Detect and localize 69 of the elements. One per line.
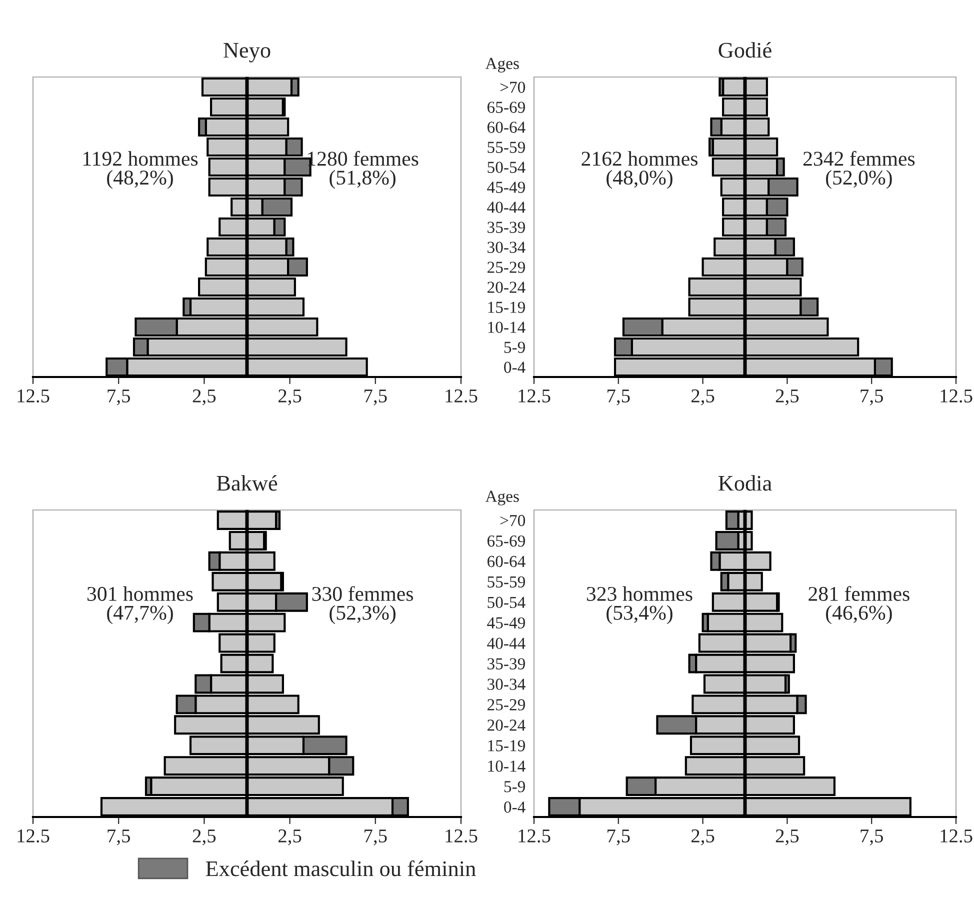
x-tick-label: 12.5 [446, 829, 478, 843]
x-tick-label: 12.5 [518, 829, 550, 843]
annotation: 323 hommes (53,4%) [586, 586, 692, 624]
y-tick-label: 30-34 [488, 678, 526, 690]
y-tick-label: 55-59 [488, 142, 525, 153]
y-tick-label: >70 [500, 514, 526, 526]
legend-label: Excédent masculin ou féminin [206, 860, 476, 876]
y-tick-label: 30-34 [488, 242, 526, 253]
y-tick-label: 45-49 [487, 182, 525, 193]
annotation: 301 hommes (47,7%) [87, 586, 193, 624]
x-tick-label: 7,5 [860, 830, 883, 846]
x-tick-label: 2,5 [278, 389, 302, 406]
x-tick-label: 2,5 [692, 389, 714, 406]
y-tick-label: 5-9 [504, 781, 525, 792]
y-tick-label: 40-44 [487, 638, 526, 649]
x-tick-label: 12.5 [940, 829, 972, 843]
y-tick-label: 60-64 [488, 556, 526, 568]
chart-title: Bakwé [216, 475, 278, 491]
y-tick-label: 40-44 [487, 202, 526, 213]
x-tick-label: 7,5 [608, 390, 630, 406]
x-tick-label: 7,5 [860, 390, 883, 406]
x-tick-label: 12.5 [518, 389, 550, 403]
x-tick-label: 7,5 [108, 830, 130, 846]
chart-title: Neyo [224, 43, 270, 62]
x-tick-label: 2,5 [278, 829, 302, 846]
x-tick-label: 2,5 [192, 389, 216, 406]
y-tick-label: 20-24 [488, 720, 526, 731]
y-axis-title: Ages [485, 58, 519, 72]
x-tick-label: 2,5 [776, 829, 799, 846]
annotation: 330 femmes (52,3%) [312, 586, 414, 624]
y-tick-label: 15-19 [488, 302, 525, 313]
chart-title: Kodia [718, 475, 772, 491]
y-tick-label: 25-29 [488, 262, 525, 273]
y-tick-label: 60-64 [488, 122, 526, 133]
y-tick-label: >70 [500, 82, 526, 93]
x-tick-label: 12.5 [18, 389, 50, 403]
y-tick-label: 55-59 [488, 576, 525, 588]
y-tick-label: 0-4 [504, 801, 526, 813]
y-tick-label: 65-69 [488, 102, 525, 113]
y-tick-label: 50-54 [488, 596, 526, 608]
y-tick-label: 10-14 [488, 760, 526, 772]
x-tick-label: 2,5 [692, 829, 714, 846]
y-axis-title: Ages [485, 490, 519, 506]
y-tick-label: 5-9 [504, 342, 525, 353]
annotation: 1280 femmes (51,8%) [308, 150, 418, 189]
annotation: 281 femmes (46,6%) [808, 586, 910, 624]
y-tick-label: 35-39 [488, 222, 525, 233]
x-tick-label: 7,5 [364, 390, 387, 406]
y-tick-label: 45-49 [487, 617, 525, 629]
annotation: 2162 hommes (48,0%) [582, 151, 698, 189]
chart-title: Godié [718, 42, 772, 58]
x-tick-label: 2,5 [192, 829, 216, 846]
x-tick-label: 7,5 [364, 830, 387, 846]
y-tick-label: 50-54 [488, 162, 526, 173]
y-tick-label: 65-69 [488, 535, 525, 547]
x-tick-label: 7,5 [108, 390, 130, 406]
annotation: 2342 femmes (52,0%) [803, 150, 915, 189]
x-tick-label: 12.5 [940, 389, 972, 403]
x-tick-label: 7,5 [608, 830, 630, 846]
y-tick-label: 35-39 [488, 658, 525, 670]
x-tick-label: 12.5 [18, 829, 50, 843]
y-tick-label: 15-19 [488, 740, 525, 752]
y-tick-label: 0-4 [504, 362, 526, 373]
y-tick-label: 10-14 [488, 322, 526, 333]
y-tick-label: 20-24 [488, 282, 526, 293]
x-tick-label: 12.5 [446, 389, 478, 403]
y-tick-label: 25-29 [488, 699, 525, 710]
x-tick-label: 2,5 [776, 389, 799, 406]
annotation: 1192 hommes (48,2%) [83, 151, 198, 189]
